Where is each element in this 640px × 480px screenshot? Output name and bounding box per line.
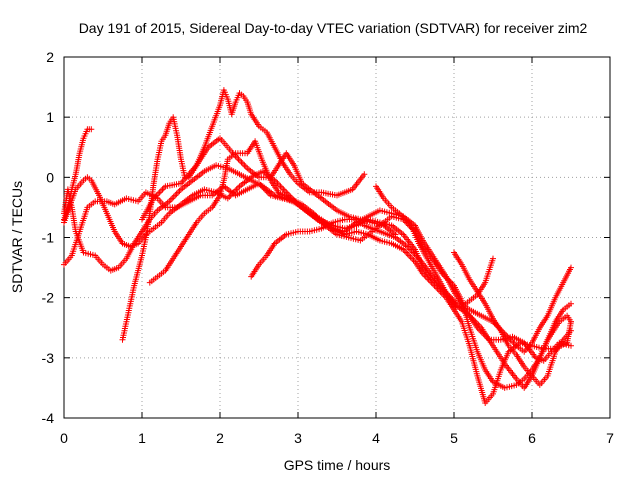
x-tick-labels: 0 1 2 3 4 5 6 7	[60, 430, 614, 446]
data-point	[239, 160, 246, 167]
y-tick-label: 1	[46, 109, 54, 125]
data-point	[235, 156, 242, 163]
data-point	[241, 162, 248, 169]
y-tick-label: -2	[42, 290, 55, 306]
data-point	[361, 171, 368, 178]
series-track-9	[373, 183, 496, 310]
x-tick-label: 3	[294, 430, 302, 446]
data-point	[156, 189, 163, 196]
y-tick-label: -3	[42, 350, 55, 366]
y-tick-label: 2	[46, 49, 54, 65]
series-track-1	[61, 180, 574, 391]
data-point	[175, 189, 182, 196]
x-tick-label: 6	[528, 430, 536, 446]
data-point	[173, 190, 180, 197]
series-track-4	[61, 126, 95, 223]
x-tick-label: 7	[606, 430, 614, 446]
series-track-5	[119, 87, 368, 343]
data-point	[568, 342, 574, 349]
data-point	[172, 192, 179, 199]
data-point	[158, 187, 164, 194]
data-point	[237, 157, 243, 164]
data-point	[167, 196, 174, 203]
data-point	[242, 163, 249, 170]
x-tick-label: 4	[372, 430, 380, 446]
axis-ticks	[63, 56, 611, 419]
data-point	[226, 193, 233, 200]
data-point	[238, 159, 245, 166]
y-tick-labels: -4 -3 -2 -1 0 1 2	[42, 49, 55, 426]
data-point	[234, 154, 241, 161]
data-point	[88, 126, 95, 133]
series-track-8	[248, 216, 574, 364]
series-track-10	[451, 249, 574, 388]
series-track-7	[139, 135, 399, 238]
data-point	[176, 187, 183, 194]
data-point	[568, 264, 574, 271]
data-point	[233, 186, 240, 193]
y-axis-label: SDTVAR / TECUs	[9, 181, 25, 293]
x-tick-label: 5	[450, 430, 458, 446]
data-point	[170, 193, 177, 200]
x-tick-label: 0	[60, 430, 68, 446]
data-series	[61, 87, 574, 406]
data-point	[159, 186, 166, 193]
y-tick-label: -4	[42, 410, 55, 426]
data-point	[568, 318, 574, 325]
data-point	[235, 184, 241, 191]
chart-title: Day 191 of 2015, Sidereal Day-to-day VTE…	[79, 20, 588, 36]
y-tick-label: -1	[42, 230, 55, 246]
y-tick-label: 0	[46, 169, 54, 185]
x-tick-label: 2	[216, 430, 224, 446]
data-point	[568, 300, 574, 307]
data-point	[490, 255, 496, 262]
x-axis-label: GPS time / hours	[284, 457, 391, 473]
data-point	[169, 195, 176, 202]
x-tick-label: 1	[138, 430, 146, 446]
data-point	[280, 186, 287, 193]
data-point	[278, 184, 285, 191]
data-point	[568, 327, 574, 334]
